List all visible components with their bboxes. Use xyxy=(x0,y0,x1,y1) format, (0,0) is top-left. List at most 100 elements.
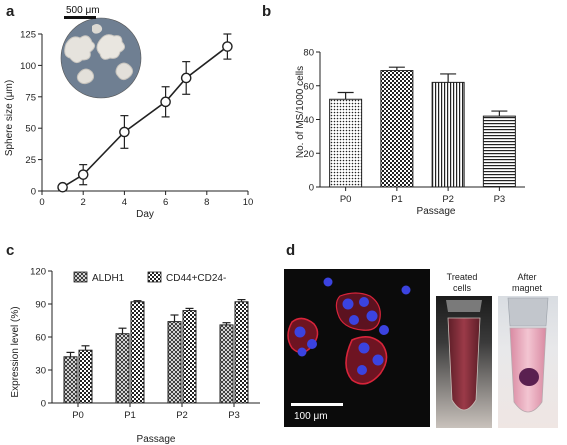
chart-b-bar xyxy=(431,81,465,188)
panel-label-a: a xyxy=(6,3,15,20)
chart-b-ytick-label: 40 xyxy=(303,115,314,126)
legend-label-cd44: CD44+CD24- xyxy=(166,273,226,284)
chart-a-xtick-label: 4 xyxy=(122,197,127,208)
chart-b-ylabel: No. of MS/1000 cells xyxy=(295,66,306,158)
cell-nucleus xyxy=(401,285,411,295)
chart-c-category-label: P2 xyxy=(176,410,188,421)
sphere-cluster xyxy=(115,62,134,81)
chart-a-ytick-label: 100 xyxy=(20,61,36,72)
chart-a-ytick-label: 75 xyxy=(25,92,36,103)
chart-a-xtick-label: 10 xyxy=(243,197,254,208)
imaging-panel: 100 μm Treated cells After magnet xyxy=(284,269,558,428)
chart-a-ytick-label: 25 xyxy=(25,155,36,166)
cell-nucleus xyxy=(294,326,306,338)
expression-level-chart: Expression level (%) Passage 0 30 60 90 120 P… xyxy=(10,267,260,445)
chart-a-ytick-label: 50 xyxy=(25,124,36,135)
chart-a-data-point xyxy=(222,41,233,52)
cell-nucleus xyxy=(349,315,359,325)
chart-a-xtick-label: 2 xyxy=(81,197,86,208)
magnetic-pellet xyxy=(519,368,539,386)
legend-swatch-aldh1 xyxy=(73,271,88,283)
chart-c-ytick-label: 120 xyxy=(30,267,46,278)
chart-b-category-label: P3 xyxy=(494,194,506,205)
chart-c-bar xyxy=(234,301,249,404)
chart-c-ytick-label: 90 xyxy=(35,300,46,311)
cell-membrane xyxy=(345,336,388,385)
tube1-label-line2: cells xyxy=(453,283,472,293)
chart-a-data-point xyxy=(180,72,192,84)
tube2-label-line2: magnet xyxy=(512,283,543,293)
chart-a-data-point xyxy=(160,96,171,108)
legend-swatch-cd44 xyxy=(147,271,162,283)
chart-c-bar xyxy=(78,349,93,404)
sphere-micrograph-inset: 500 μm xyxy=(60,5,142,99)
micrograph-scale-bar xyxy=(291,403,343,406)
chart-c-marks xyxy=(63,299,249,404)
tube2-label-line1: After xyxy=(517,272,536,282)
chart-a-xlabel: Day xyxy=(136,209,154,220)
cell-nucleus xyxy=(359,297,369,307)
micrograph-scale-label: 100 μm xyxy=(294,411,328,422)
chart-b-ytick-label: 80 xyxy=(303,48,314,59)
chart-c-bar xyxy=(167,321,182,404)
chart-a-marks xyxy=(57,33,233,193)
chart-c-category-label: P0 xyxy=(72,410,84,421)
chart-c-legend: ALDH1 CD44+CD24- xyxy=(73,271,226,284)
chart-c-bar xyxy=(115,333,130,404)
sphere-cluster xyxy=(96,34,126,60)
treated-cells-tube xyxy=(447,317,481,411)
sphere-size-chart: Sphere size (μm) Day 0 25 50 75 100 125 0 2 4 6 8 1… xyxy=(4,5,253,220)
chart-b-xlabel: Passage xyxy=(417,206,456,217)
chart-c-ylabel: Expression level (%) xyxy=(10,306,21,397)
chart-b-ytick-label: 60 xyxy=(303,81,314,92)
inset-scale-bar xyxy=(64,16,96,19)
chart-a-ytick-label: 0 xyxy=(31,187,36,198)
chart-c-bar xyxy=(63,356,78,404)
chart-c-category-label: P1 xyxy=(124,410,136,421)
chart-a-data-point xyxy=(57,181,68,193)
chart-a-ylabel: Sphere size (μm) xyxy=(4,80,15,156)
tube-cap-region xyxy=(446,300,482,312)
cell-nucleus xyxy=(358,342,370,354)
chart-b-bar xyxy=(329,98,363,188)
chart-a-ylabel-group: Sphere size (μm) xyxy=(4,80,15,156)
sphere-cluster xyxy=(64,35,96,64)
cell-group xyxy=(287,277,411,385)
panel-label-c: c xyxy=(6,242,14,259)
chart-b-bar xyxy=(482,115,516,188)
chart-b-category-label: P1 xyxy=(391,194,403,205)
chart-a-xtick-label: 8 xyxy=(204,197,209,208)
cell-nucleus xyxy=(357,365,367,375)
chart-b-ytick-label: 20 xyxy=(303,149,314,160)
chart-c-ytick-label: 60 xyxy=(35,333,46,344)
sphere-cluster xyxy=(92,24,103,34)
chart-a-ytick-label: 125 xyxy=(20,30,36,41)
chart-c-category-label: P3 xyxy=(228,410,240,421)
chart-a-xtick-label: 0 xyxy=(39,197,44,208)
cell-nucleus xyxy=(323,277,333,287)
cell-nucleus xyxy=(307,339,317,349)
chart-c-bar xyxy=(182,310,197,404)
panel-label-d: d xyxy=(286,242,295,259)
chart-b-category-label: P0 xyxy=(340,194,352,205)
inset-scale-label: 500 μm xyxy=(66,5,100,16)
chart-c-bar xyxy=(219,324,234,404)
chart-c-bar xyxy=(130,301,145,404)
chart-a-axes: 0 25 50 75 100 125 0 2 4 6 8 10 xyxy=(20,30,253,209)
chart-b-marks xyxy=(329,66,516,188)
cell-nucleus xyxy=(366,310,378,322)
chart-a-data-point xyxy=(119,126,130,138)
cell-nucleus xyxy=(297,347,307,357)
micrograph-border xyxy=(60,17,142,99)
cell-nucleus xyxy=(372,354,384,366)
chart-c-ytick-label: 30 xyxy=(35,366,46,377)
legend-label-aldh1: ALDH1 xyxy=(92,273,125,284)
microsphere-count-chart: No. of MS/1000 cells Passage 0 20 40 60 80 P0… xyxy=(295,48,525,217)
panel-label-b: b xyxy=(262,3,271,20)
chart-b-ytick-label: 0 xyxy=(309,183,314,194)
sphere-cluster xyxy=(76,68,95,85)
chart-a-data-point xyxy=(77,169,89,180)
chart-c-ytick-label: 0 xyxy=(41,399,46,410)
tube1-label-line1: Treated xyxy=(447,272,478,282)
